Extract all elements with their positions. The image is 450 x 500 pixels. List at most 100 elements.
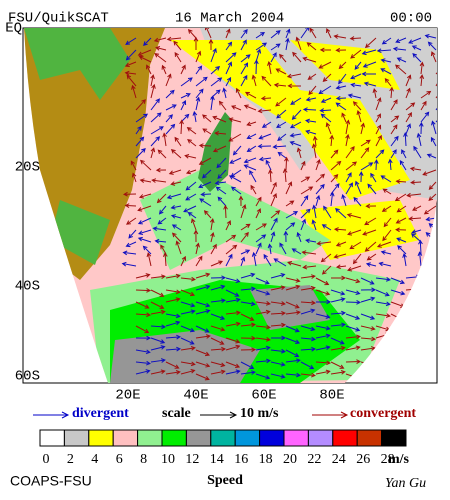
wind-vector <box>187 211 197 219</box>
wind-vector <box>420 90 432 99</box>
wind-vector <box>150 337 166 344</box>
wind-vector <box>364 37 377 49</box>
arrow-head <box>229 411 238 419</box>
wind-vector <box>403 132 408 147</box>
wind-vector <box>240 204 247 219</box>
wind-vector <box>158 205 167 215</box>
wind-vector <box>345 161 357 171</box>
wind-vector <box>333 227 347 232</box>
wind-vector <box>263 253 272 267</box>
wind-vector <box>330 322 346 328</box>
colorbar: 0 2 4 6 8 10 12 14 16 18 20 22 24 26 28m/s <box>39 429 410 467</box>
wind-vector <box>360 313 376 320</box>
wind-vector <box>225 321 241 327</box>
wind-vector <box>279 53 287 63</box>
wind-vector <box>240 223 251 231</box>
wind-vector <box>285 325 300 333</box>
wind-vector <box>240 361 255 369</box>
wind-vector <box>225 253 233 267</box>
wind-vector <box>381 37 392 45</box>
wind-vector <box>338 61 347 70</box>
wind-vector <box>165 89 175 99</box>
wind-vector <box>307 73 317 80</box>
wind-vector <box>364 217 377 226</box>
wind-vector <box>345 172 352 183</box>
wind-vector <box>166 36 182 42</box>
wind-vector <box>375 313 391 318</box>
wind-vector <box>251 251 257 267</box>
wind-vector <box>329 134 335 147</box>
wind-vector <box>312 135 318 147</box>
wind-vector <box>150 301 165 309</box>
wind-vector <box>225 41 233 51</box>
wind-vector <box>279 242 287 255</box>
scale-label: scale <box>162 406 191 421</box>
wind-vector <box>173 40 182 51</box>
wind-vector <box>413 145 422 159</box>
wind-vector <box>315 158 321 171</box>
wind-vector <box>126 74 137 87</box>
wind-vector <box>180 100 187 111</box>
wind-vector <box>180 325 195 333</box>
wind-vector <box>267 243 273 255</box>
wind-vector <box>261 75 272 87</box>
wind-vector <box>212 145 227 153</box>
wind-vector <box>135 360 151 366</box>
wind-vector <box>360 296 376 303</box>
wind-vector <box>380 250 392 255</box>
colorbar-tick: 16 <box>234 452 248 467</box>
wind-vector <box>330 337 345 345</box>
wind-vector <box>390 149 397 159</box>
wind-vector <box>353 196 362 207</box>
wind-vector <box>345 133 350 147</box>
wind-vector <box>435 360 437 366</box>
wind-vector <box>225 297 241 303</box>
wind-vector <box>240 335 257 341</box>
wind-vector <box>335 241 347 247</box>
wind-vector <box>330 160 342 171</box>
wind-vector <box>180 337 195 345</box>
wind-vector <box>315 183 325 195</box>
wind-vector <box>230 186 242 195</box>
wind-vector <box>255 358 271 364</box>
wind-vector <box>180 255 187 267</box>
wind-vector <box>416 132 422 147</box>
wind-vector <box>305 118 317 124</box>
wind-vector <box>350 82 362 88</box>
wind-vector <box>405 87 411 99</box>
wind-vector <box>330 361 345 369</box>
wind-vector <box>135 273 151 279</box>
wind-vector <box>396 205 407 213</box>
wind-vector <box>180 276 196 282</box>
wind-vector <box>411 229 422 234</box>
wind-vector <box>210 95 215 111</box>
wind-vector <box>270 348 286 354</box>
wind-vector <box>225 52 237 63</box>
wind-vector <box>300 176 311 183</box>
wind-vector <box>135 335 152 341</box>
colorbar-tick: 18 <box>259 452 273 467</box>
wind-vector <box>174 52 182 63</box>
wind-vector <box>405 102 416 111</box>
wind-vector <box>240 231 249 243</box>
wind-vector <box>335 47 347 53</box>
wind-vector <box>179 119 184 135</box>
wind-vector <box>228 117 242 123</box>
wind-vector <box>349 36 362 41</box>
wind-vector <box>285 301 300 309</box>
wind-vector <box>420 100 427 111</box>
colorbar-box <box>332 429 358 447</box>
wind-vector <box>300 308 316 315</box>
wind-vector <box>300 208 311 219</box>
wind-vector <box>395 227 407 233</box>
wind-vector <box>150 345 166 351</box>
lon-labels: 20E 40E 60E 80E <box>115 388 344 404</box>
wind-vector <box>302 264 317 270</box>
lon-label: 20E <box>115 388 140 404</box>
wind-vector <box>185 169 197 175</box>
colorbar-box <box>137 429 163 447</box>
wind-vector <box>150 136 161 147</box>
wind-vector <box>338 73 347 85</box>
wind-vector <box>333 253 347 259</box>
wind-vector <box>395 64 407 75</box>
